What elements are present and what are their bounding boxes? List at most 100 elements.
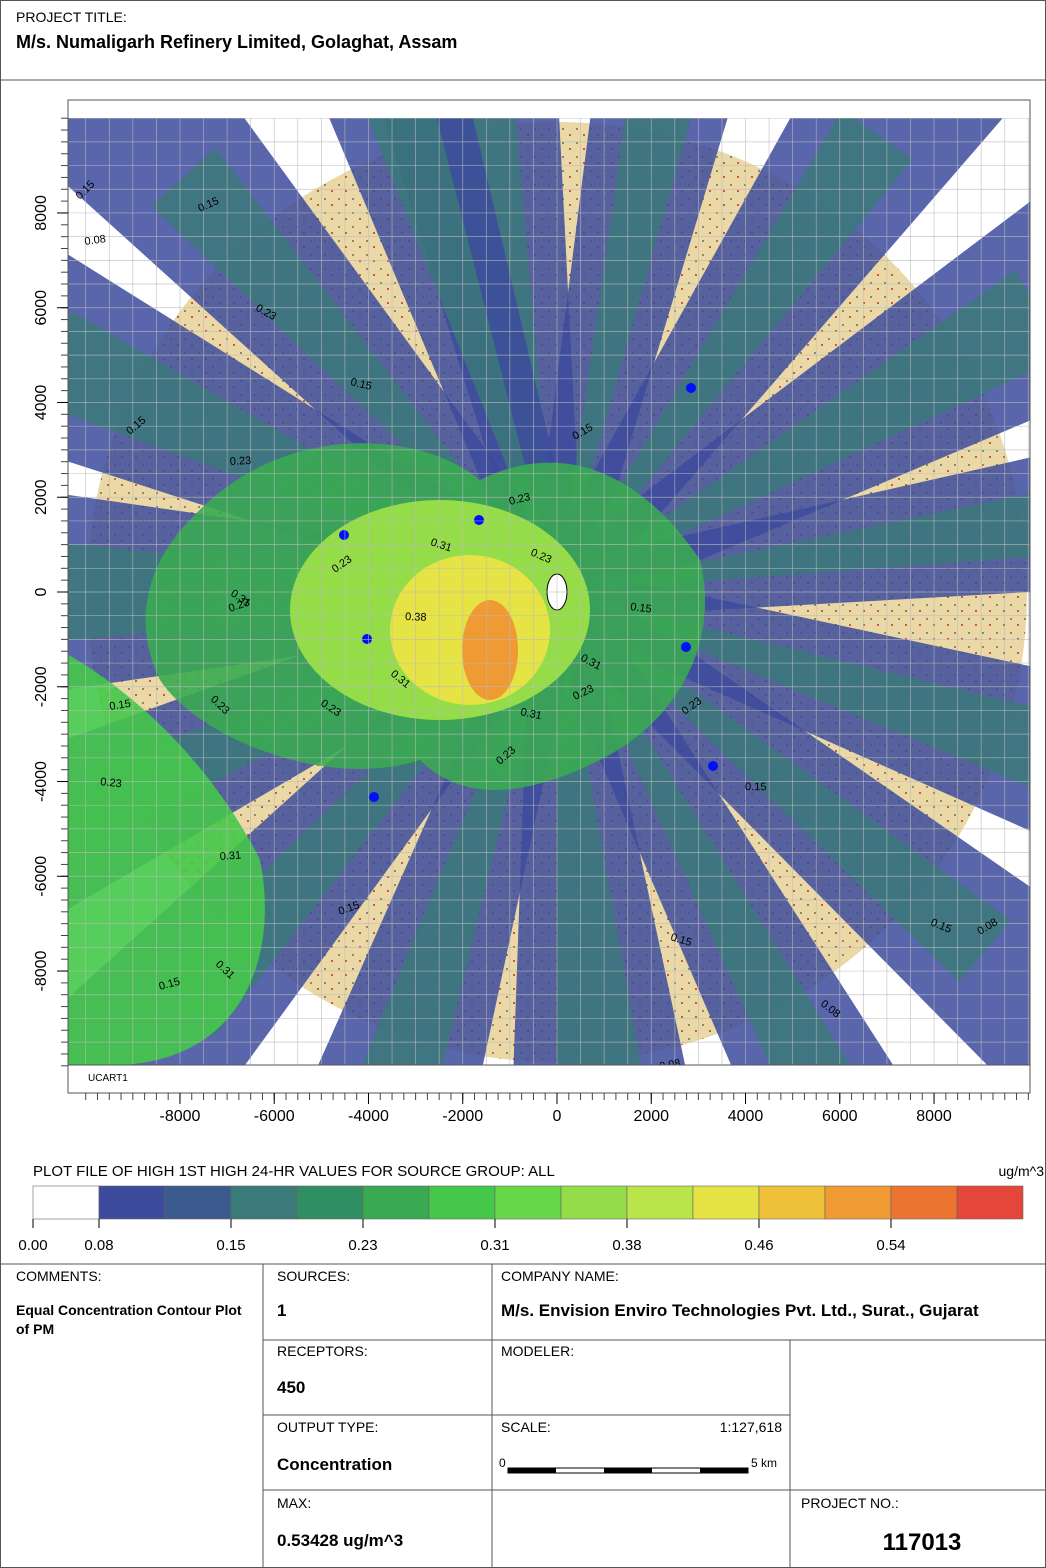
receptors: 450	[277, 1378, 305, 1397]
contour-label: 0.08	[658, 1057, 681, 1073]
x-tick-label: -4000	[348, 1108, 389, 1125]
x-tick-label: 2000	[633, 1108, 669, 1125]
plume-body	[68, 654, 265, 1065]
x-tick-label: -6000	[254, 1108, 295, 1125]
legend-swatch	[824, 1185, 892, 1220]
header-label: PROJECT TITLE:	[16, 9, 127, 25]
plume-zone	[462, 600, 518, 700]
plume-core	[557, 493, 1030, 592]
y-tick-label: -4000	[33, 761, 50, 802]
contour-label: 0.15	[158, 976, 182, 993]
receptor-point	[681, 642, 691, 652]
legend-swatch	[890, 1185, 958, 1220]
sources: 1	[277, 1301, 286, 1320]
legend-label: 0.31	[480, 1237, 509, 1254]
legend-swatch	[98, 1185, 166, 1220]
legend-swatch	[560, 1185, 628, 1220]
legend-label: 0.54	[876, 1237, 905, 1254]
legend-swatch	[428, 1185, 496, 1220]
legend-swatch	[296, 1185, 364, 1220]
project-no: 117013	[883, 1529, 962, 1556]
contour-label: 0.23	[230, 455, 252, 468]
contour-label: 0.23	[100, 776, 123, 790]
max-label: MAX:	[277, 1495, 311, 1511]
scale: 1:127,618	[720, 1419, 782, 1435]
comments: Equal Concentration Contour Plot of PM	[16, 1302, 242, 1337]
legend-label: 0.38	[612, 1237, 641, 1254]
legend-label: 0.08	[84, 1237, 113, 1254]
axes: -8000 -6000 -4000 -2000 0 2000 4000 6000 8000 800…	[33, 117, 1029, 1125]
plume-core	[557, 270, 1030, 592]
legend-unit: ug/m^3	[999, 1163, 1045, 1179]
comments-label: COMMENTS:	[16, 1268, 102, 1284]
legend-swatch	[692, 1185, 760, 1220]
info-table	[0, 1263, 1046, 1568]
y-tick-label: 6000	[33, 290, 50, 326]
header-title: M/s. Numaligarh Refinery Limited, Golagh…	[16, 32, 457, 52]
y-tick-label: 4000	[33, 385, 50, 421]
contour-label: 0.08	[84, 233, 107, 248]
project-no-label: PROJECT NO.:	[801, 1495, 899, 1511]
y-tick-label: -8000	[33, 950, 50, 991]
x-tick-label: 6000	[822, 1108, 858, 1125]
scale-seg	[508, 1468, 556, 1473]
plume-core	[557, 592, 1030, 788]
y-tick-label: 2000	[33, 479, 50, 515]
contour-label: 0.15	[745, 781, 767, 793]
sources-label: SOURCES:	[277, 1268, 350, 1284]
legend-swatch	[32, 1185, 100, 1220]
legend-label: 0.23	[348, 1237, 377, 1254]
plume-core	[361, 592, 557, 1065]
legend-label: 0.46	[744, 1237, 773, 1254]
contour-label: 0.23	[508, 491, 532, 508]
contour-label: 0.38	[405, 611, 427, 624]
scale-bar	[507, 1467, 749, 1474]
x-tick-label: -2000	[442, 1108, 483, 1125]
legend-label: 0.15	[216, 1237, 245, 1254]
x-tick-label: 8000	[916, 1108, 952, 1125]
legend-swatch	[956, 1185, 1024, 1220]
modeler-label: MODELER:	[501, 1343, 574, 1359]
scale-seg	[604, 1468, 652, 1473]
receptor-point	[339, 530, 349, 540]
contour-label: 0.15	[349, 376, 373, 393]
legend-swatch	[626, 1185, 694, 1220]
output-label: OUTPUT TYPE:	[277, 1419, 378, 1435]
company: M/s. Envision Enviro Technologies Pvt. L…	[501, 1301, 979, 1320]
x-tick-label: 0	[553, 1108, 562, 1125]
legend-swatch	[758, 1185, 826, 1220]
map-frame	[67, 99, 1031, 1094]
legend-swatch	[494, 1185, 562, 1220]
legend-swatch	[164, 1185, 232, 1220]
map: 0.15 0.08 0.23 0.15 0.15 0.15 0.23 0.31 0.23 0.31…	[68, 118, 1030, 1073]
contour-label: 0.31	[519, 706, 542, 722]
scale-label: SCALE:	[501, 1419, 551, 1435]
max: 0.53428 ug/m^3	[277, 1531, 403, 1550]
x-tick-label: 4000	[728, 1108, 764, 1125]
legend-title: PLOT FILE OF HIGH 1ST HIGH 24-HR VALUES …	[33, 1163, 555, 1180]
receptor-point	[708, 761, 718, 771]
contour-label: 0.15	[109, 698, 132, 713]
y-tick-label: -2000	[33, 666, 50, 707]
plume-core	[557, 592, 851, 1065]
receptor-point	[369, 792, 379, 802]
company-label: COMPANY NAME:	[501, 1268, 619, 1284]
contour-label: 0.15	[669, 931, 693, 949]
legend-swatch	[230, 1185, 298, 1220]
legend-swatch	[362, 1185, 430, 1220]
plume	[68, 118, 1030, 1065]
contour-label: 0.31	[219, 850, 241, 863]
scale-start: 0	[499, 1456, 506, 1470]
x-tick-label: -8000	[159, 1108, 200, 1125]
scale-end: 5 km	[751, 1456, 777, 1470]
scale-seg	[700, 1468, 748, 1473]
y-tick-label: 0	[33, 587, 50, 596]
y-tick-label: -6000	[33, 856, 50, 897]
receptor-point	[362, 634, 372, 644]
receptors-label: RECEPTORS:	[277, 1343, 368, 1359]
contour-label: 0.15	[630, 601, 653, 616]
grid	[68, 118, 1030, 1065]
output: Concentration	[277, 1455, 392, 1474]
receptor-point	[686, 383, 696, 393]
